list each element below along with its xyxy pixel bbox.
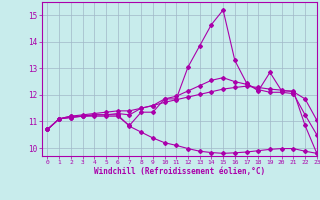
X-axis label: Windchill (Refroidissement éolien,°C): Windchill (Refroidissement éolien,°C) bbox=[94, 167, 265, 176]
